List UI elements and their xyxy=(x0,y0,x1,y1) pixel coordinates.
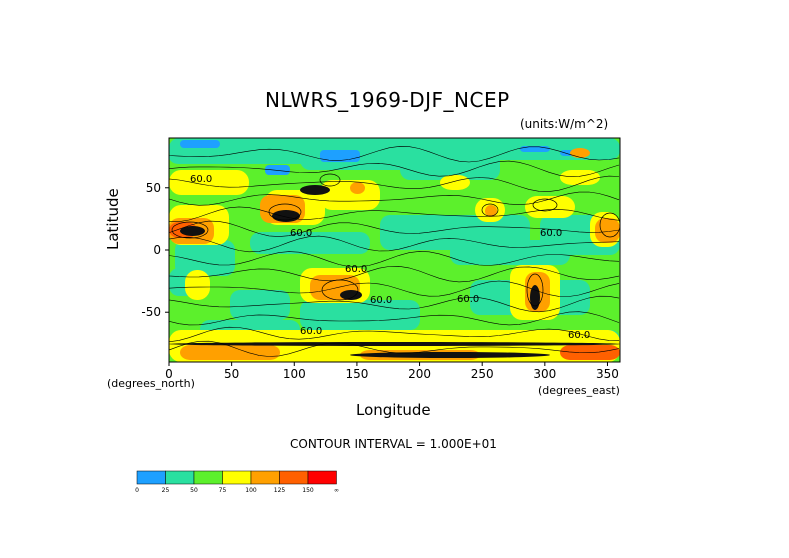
field-yellow-region xyxy=(525,196,575,218)
field-yellow-region xyxy=(440,175,470,190)
field-orange-region xyxy=(350,182,365,194)
contour-line xyxy=(169,235,620,253)
x-tick-label: 100 xyxy=(283,367,306,381)
contour-loop xyxy=(319,173,341,187)
field-teal-region xyxy=(169,150,309,164)
colorbar-label: 0 xyxy=(135,487,139,494)
y-axis-label: Latitude xyxy=(104,188,122,250)
colorbar-label: 125 xyxy=(274,487,286,494)
y-axis-unit: (degrees_north) xyxy=(107,377,195,390)
field-yellow-region xyxy=(185,270,210,300)
contour-line xyxy=(169,220,620,237)
chart-title: NLWRS_1969-DJF_NCEP xyxy=(265,88,510,112)
field-yellow-region xyxy=(560,170,600,185)
colorbar-label: 25 xyxy=(162,487,170,494)
colorbar-bin xyxy=(307,470,337,485)
contour-line xyxy=(169,311,620,326)
contour-loop xyxy=(268,203,302,221)
colorbar-label: ∞ xyxy=(334,487,339,494)
colorbar-bin xyxy=(222,470,252,485)
contour-line xyxy=(169,265,620,283)
colorbar-label: 150 xyxy=(302,487,314,494)
contour-line xyxy=(169,191,620,206)
colorbar-label: 100 xyxy=(245,487,257,494)
contour-label: 60.0 xyxy=(540,228,562,239)
colorbar-label: 75 xyxy=(219,487,227,494)
field-teal-region xyxy=(400,150,500,180)
contour-interval: CONTOUR INTERVAL = 1.000E+01 xyxy=(290,437,497,451)
colorbar-bin xyxy=(136,470,166,485)
contour-line xyxy=(169,340,620,357)
colorbar-label: 50 xyxy=(190,487,198,494)
units-label: (units:W/m^2) xyxy=(520,117,609,131)
contour-loop xyxy=(321,279,359,301)
contour-line xyxy=(169,251,620,268)
dense-contour-cluster xyxy=(350,352,550,358)
dense-contour-cluster xyxy=(169,342,620,346)
dense-contour-cluster xyxy=(340,290,362,300)
contour-line xyxy=(169,160,620,178)
x-axis-label: Longitude xyxy=(356,401,431,419)
contour-label: 60.0 xyxy=(370,295,392,306)
field-orange-region xyxy=(595,218,620,243)
contour-label: 60.0 xyxy=(345,264,367,275)
contour-line xyxy=(169,146,620,163)
y-tick-label: -50 xyxy=(141,305,161,319)
field-blue-patch xyxy=(265,165,290,175)
colorbar-bin xyxy=(250,470,280,485)
contour-line xyxy=(169,326,620,343)
contour-label: 60.0 xyxy=(190,174,212,185)
colorbar-bin xyxy=(279,470,309,485)
contour-loop xyxy=(599,212,620,238)
field-teal-region xyxy=(175,240,235,276)
contour-loop xyxy=(532,198,558,212)
x-tick-label: 150 xyxy=(345,367,368,381)
contour-line xyxy=(169,280,620,297)
contour-label: 60.0 xyxy=(290,228,312,239)
x-tick-label: 200 xyxy=(408,367,431,381)
colorbar-bin xyxy=(165,470,195,485)
field-orange-region xyxy=(485,205,497,217)
field-yellow-region xyxy=(320,180,380,210)
field-teal-region xyxy=(250,232,370,254)
x-tick-label: 50 xyxy=(224,367,239,381)
x-axis-unit: (degrees_east) xyxy=(538,384,620,397)
field-layer: 60.0 60.0 60.0 60.0 60.0 60.0 60.0 60.0 xyxy=(169,138,620,362)
y-tick-label: 0 xyxy=(153,243,161,257)
field-teal-region xyxy=(300,300,420,330)
contour-loop xyxy=(526,273,544,307)
dense-contour-cluster xyxy=(300,185,330,195)
contour-label: 60.0 xyxy=(300,326,322,337)
contour-label: 60.0 xyxy=(568,330,590,341)
colorbar-bin xyxy=(193,470,223,485)
x-tick-label: 350 xyxy=(596,367,619,381)
x-tick-label: 250 xyxy=(471,367,494,381)
x-tick-label: 0 xyxy=(165,367,173,381)
contour-line xyxy=(169,175,620,192)
field-blue-patch xyxy=(180,140,220,148)
x-tick-label: 300 xyxy=(533,367,556,381)
contour-line xyxy=(169,295,620,313)
field-yellow-region xyxy=(169,170,249,195)
contour-label: 60.0 xyxy=(457,294,479,305)
y-tick-label: 50 xyxy=(146,181,161,195)
contour-line xyxy=(169,206,620,222)
contour-loop xyxy=(171,221,209,239)
field-orange-region xyxy=(180,345,280,360)
contour-loop xyxy=(481,203,499,217)
dense-contour-cluster xyxy=(180,226,205,236)
field-orange-region xyxy=(570,148,590,158)
